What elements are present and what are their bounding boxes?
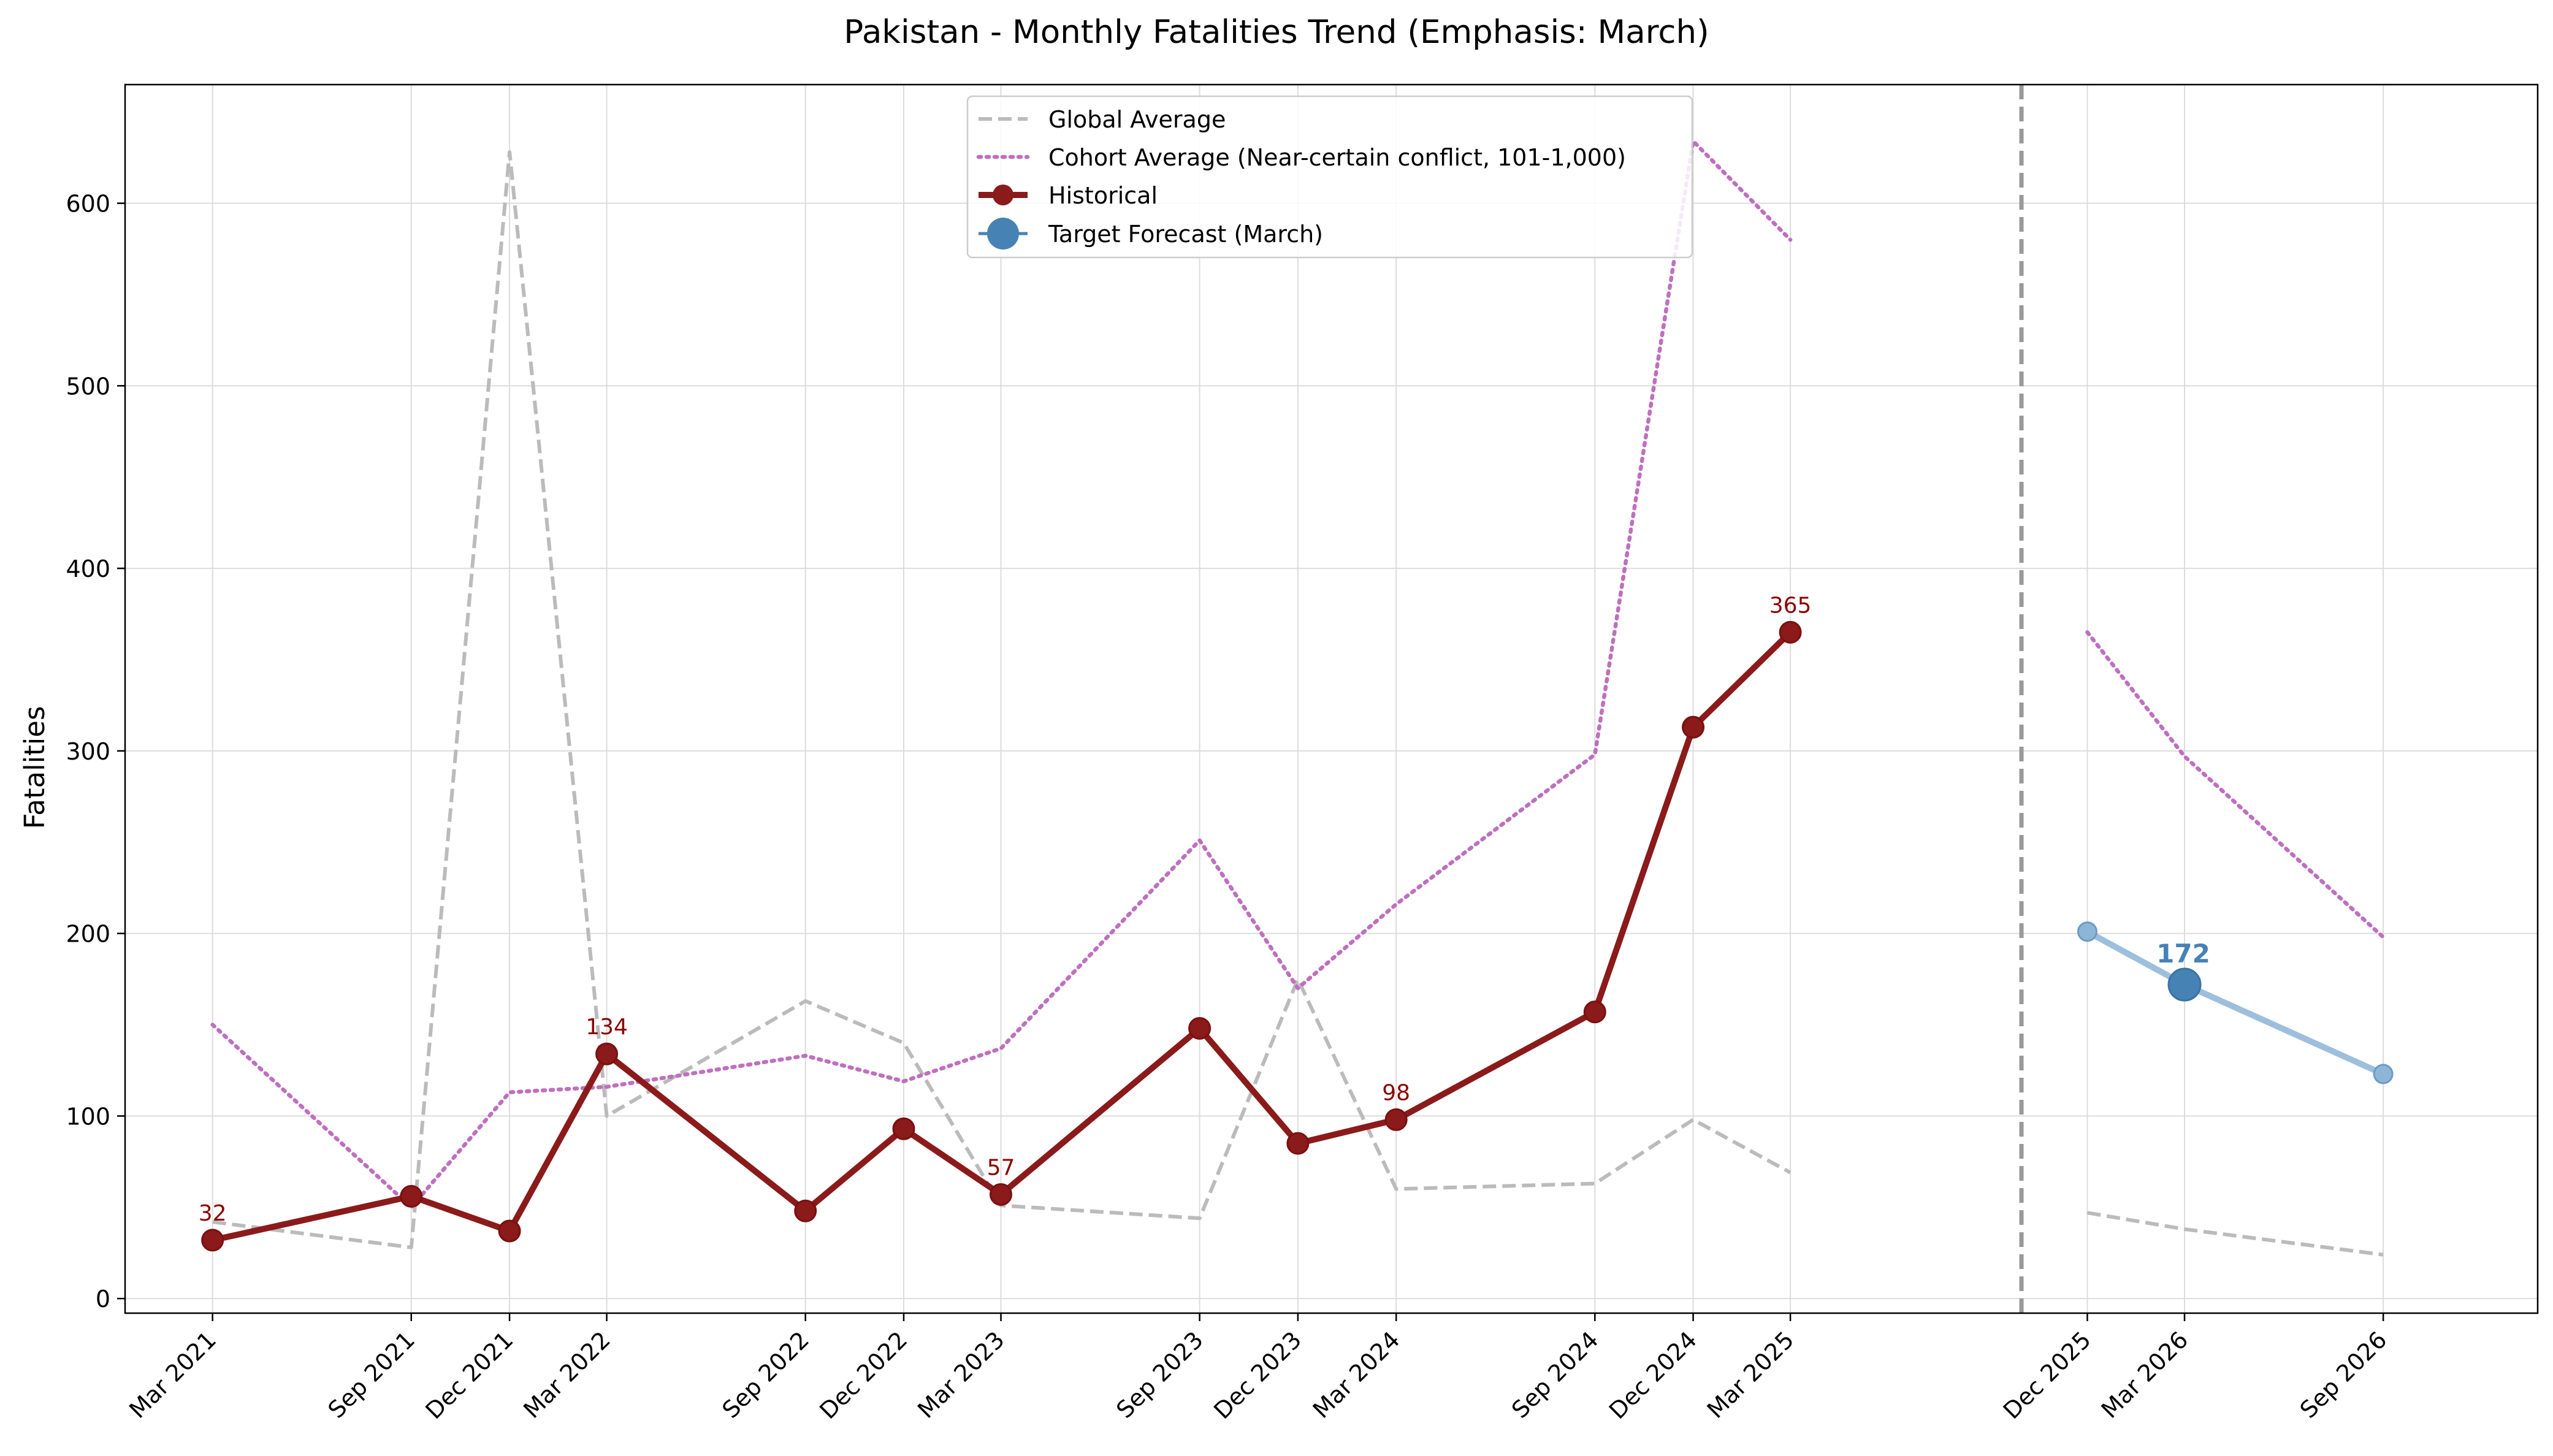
historical-point bbox=[595, 1042, 619, 1065]
historical-point bbox=[1188, 1016, 1212, 1040]
y-tick-label: 600 bbox=[66, 191, 110, 218]
historical-point bbox=[794, 1199, 817, 1222]
x-tick-label: Sep 2023 bbox=[1111, 1326, 1208, 1424]
data-label: 134 bbox=[586, 1015, 628, 1040]
historical-point bbox=[1779, 620, 1802, 644]
x-tick-label: Mar 2024 bbox=[1308, 1326, 1405, 1424]
forecast-point bbox=[2373, 1064, 2394, 1084]
data-label: 365 bbox=[1769, 593, 1812, 618]
x-tick-label: Sep 2024 bbox=[1506, 1326, 1604, 1424]
y-axis: 0 100 200 300 400 500 600 bbox=[66, 191, 125, 1313]
historical-point bbox=[498, 1219, 521, 1243]
x-tick-label: Dec 2021 bbox=[420, 1326, 518, 1424]
y-tick-label: 500 bbox=[66, 373, 110, 400]
x-tick-label: Mar 2023 bbox=[912, 1326, 1010, 1424]
x-tick-label: Dec 2023 bbox=[1208, 1326, 1307, 1424]
historical-point bbox=[1583, 1001, 1606, 1024]
x-axis: Mar 2021 Sep 2021 Dec 2021 Mar 2022 Sep 2022… bbox=[124, 1313, 2392, 1424]
x-tick-label: Sep 2021 bbox=[322, 1326, 420, 1424]
data-label: 98 bbox=[1382, 1080, 1410, 1105]
y-axis-label: Fatalities bbox=[18, 706, 51, 829]
legend-label: Global Average bbox=[1048, 106, 1226, 133]
historical-point bbox=[892, 1117, 915, 1140]
target-forecast-label: 172 bbox=[2156, 939, 2210, 969]
x-tick-label: Mar 2026 bbox=[2096, 1326, 2194, 1424]
annotation-layer: 32 134 57 98 365 172 bbox=[199, 593, 2210, 1226]
historical-point bbox=[400, 1184, 423, 1208]
series-line bbox=[210, 139, 1793, 1210]
x-tick-label: Mar 2022 bbox=[518, 1326, 616, 1424]
legend-swatch-marker bbox=[993, 185, 1013, 205]
x-tick-label: Sep 2026 bbox=[2295, 1326, 2392, 1424]
grid-lines bbox=[125, 85, 2538, 1313]
legend-label: Target Forecast (March) bbox=[1048, 221, 1323, 248]
x-tick-label: Sep 2022 bbox=[717, 1326, 814, 1424]
x-tick-label: Mar 2025 bbox=[1702, 1326, 1799, 1424]
chart-title: Pakistan - Monthly Fatalities Trend (Emp… bbox=[844, 13, 1709, 51]
x-tick-label: Dec 2025 bbox=[1998, 1326, 2096, 1424]
y-tick-label: 400 bbox=[66, 555, 110, 582]
historical-point bbox=[990, 1183, 1013, 1206]
series-line bbox=[2085, 630, 2386, 939]
legend-box bbox=[966, 95, 1693, 259]
x-tick-label: Dec 2022 bbox=[814, 1326, 912, 1424]
data-label: 32 bbox=[199, 1201, 227, 1226]
x-tick-label: Dec 2024 bbox=[1604, 1326, 1702, 1424]
series-line bbox=[2086, 1211, 2384, 1257]
y-tick-label: 100 bbox=[66, 1103, 110, 1130]
data-label: 57 bbox=[987, 1155, 1015, 1180]
historical-point bbox=[201, 1229, 224, 1252]
x-tick-label: Mar 2021 bbox=[124, 1326, 221, 1424]
historical-point bbox=[1682, 715, 1705, 739]
historical-point bbox=[1384, 1108, 1408, 1131]
legend: Global Average Cohort Average (Near-certa… bbox=[966, 95, 1693, 259]
historical-point bbox=[1286, 1132, 1310, 1155]
plot-frame bbox=[124, 83, 2539, 1314]
legend-label: Historical bbox=[1048, 182, 1158, 209]
y-tick-label: 300 bbox=[66, 738, 110, 765]
y-tick-label: 0 bbox=[96, 1286, 110, 1313]
forecast-point bbox=[2077, 921, 2097, 942]
y-tick-label: 200 bbox=[66, 921, 110, 948]
legend-swatch-marker bbox=[987, 218, 1019, 250]
legend-label: Cohort Average (Near-certain conflict, 1… bbox=[1048, 144, 1626, 171]
marker-layer bbox=[201, 620, 2394, 1252]
series-line bbox=[2086, 929, 2385, 1077]
target-forecast-point bbox=[2167, 967, 2202, 1002]
